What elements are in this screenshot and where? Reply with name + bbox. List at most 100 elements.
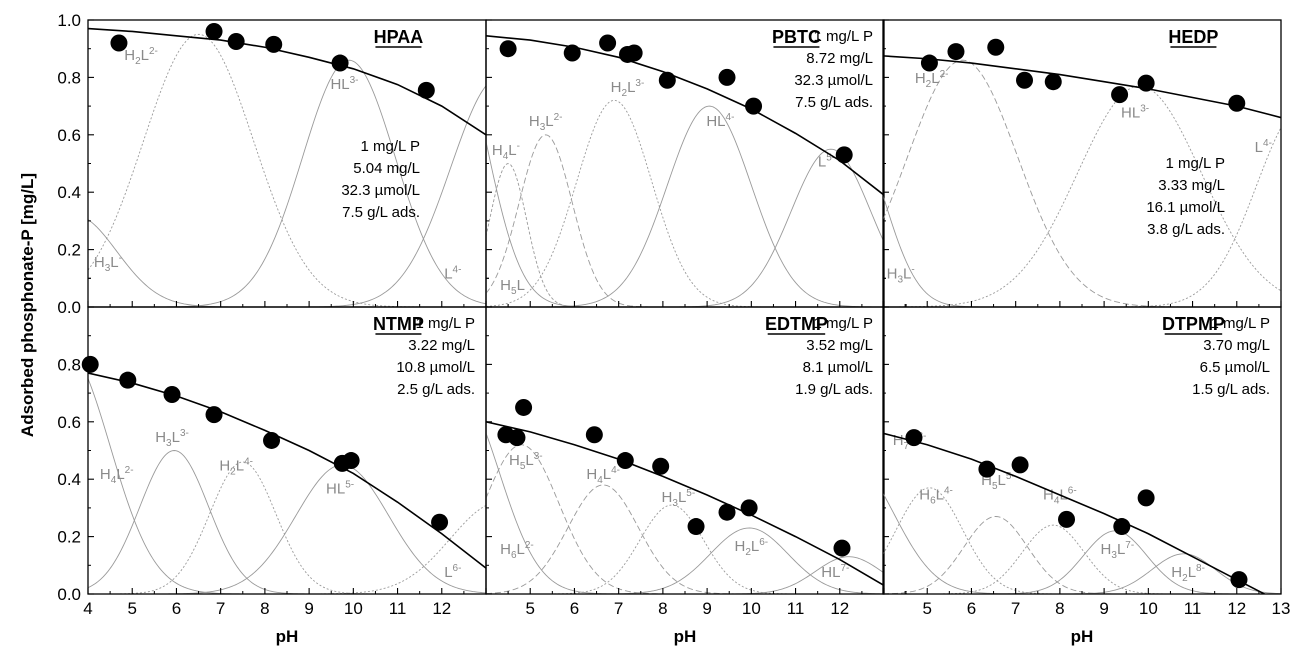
species-label-part: 4- — [244, 457, 253, 468]
species-label-part: H — [219, 458, 230, 475]
ntmp-x-tick-label: 9 — [304, 599, 313, 618]
hedp-fit-line — [883, 55, 1281, 119]
hedp-species-label-3: L4- — [1255, 138, 1272, 156]
edtmp-panel-title: EDTMP — [765, 314, 828, 334]
hpaa-data-point — [331, 54, 349, 72]
pbtc-data-point — [625, 44, 643, 62]
species-label-part: 2- — [554, 112, 563, 123]
species-label-part: L — [931, 70, 939, 87]
dtpmp-species-curve-4 — [883, 530, 1281, 594]
species-label-part: H — [1171, 564, 1182, 581]
species-label-part: H — [887, 265, 898, 282]
ntmp-y-tick-label: 0.6 — [57, 413, 81, 432]
edtmp-info-line-3: 1.9 g/L ads. — [795, 381, 873, 398]
species-label-part: L — [1188, 564, 1196, 581]
species-label-part: 4- — [611, 465, 620, 476]
species-label-part: 7- — [840, 563, 849, 574]
hpaa-species-label-0: H3L- — [94, 253, 122, 274]
edtmp-data-point — [515, 398, 533, 416]
hpaa-species-label-1: H2L2- — [124, 46, 158, 67]
ntmp-x-tick-label: 8 — [260, 599, 269, 618]
edtmp-species-curve-1 — [486, 444, 884, 594]
species-label-part: 3 — [105, 263, 111, 274]
species-label-part: L — [517, 541, 525, 558]
ntmp-x-tick-label: 12 — [432, 599, 451, 618]
species-label-part: 3 — [540, 122, 546, 133]
hpaa-data-point — [227, 33, 245, 51]
hpaa-data-point — [205, 22, 223, 40]
dtpmp-species-curve-5 — [883, 553, 1281, 594]
species-label-part: L — [444, 265, 452, 282]
ntmp-species-label-3: HL5- — [326, 480, 354, 498]
pbtc-info-line-1: 8.72 mg/L — [806, 50, 873, 67]
species-label-part: L — [1059, 486, 1067, 503]
pbtc-species-curve-4 — [486, 105, 884, 307]
species-label-part: 7- — [1125, 540, 1134, 551]
pbtc-data-point — [835, 146, 853, 164]
ntmp-x-axis-label: pH — [276, 627, 299, 646]
species-label-part: H — [1101, 541, 1112, 558]
species-label-part: 5- — [686, 488, 695, 499]
species-label-part: H — [94, 254, 105, 271]
species-label-part: H — [509, 452, 520, 469]
pbtc-species-label-0: H5L — [500, 277, 525, 297]
edtmp-species-label-1: H5L3- — [509, 451, 543, 472]
species-label-part: H — [155, 429, 166, 446]
dtpmp-x-tick-label: 11 — [1184, 599, 1202, 618]
species-label-part: H — [492, 142, 503, 159]
hedp-panel-title: HEDP — [1168, 27, 1218, 47]
species-label-part: 3- — [1140, 104, 1149, 115]
ntmp-species-label-1: H3L3- — [155, 428, 189, 449]
edtmp-info-line-1: 3.52 mg/L — [806, 337, 873, 354]
species-label-part: L — [525, 452, 533, 469]
ntmp-info-line-2: 10.8 µmol/L — [396, 359, 475, 376]
edtmp-species-label-3: H3L5- — [662, 488, 696, 509]
dtpmp-species-curve-0 — [883, 493, 1281, 594]
species-label-part: 3- — [534, 451, 543, 462]
species-label-part: H — [529, 113, 540, 130]
edtmp-data-point — [585, 426, 603, 444]
hpaa-species-curve-3 — [88, 85, 486, 307]
species-label-part: L — [110, 254, 118, 271]
species-label-part: L — [627, 79, 635, 96]
species-label-part: 6 — [511, 550, 517, 561]
edtmp-data-point — [652, 457, 670, 475]
species-label-part: L — [545, 113, 553, 130]
species-label-part: 5- — [1006, 471, 1015, 482]
hpaa-panel-title: HPAA — [374, 27, 424, 47]
edtmp-species-curve-4 — [486, 527, 884, 594]
edtmp-data-point — [508, 429, 526, 447]
ntmp-x-tick-label: 10 — [344, 599, 363, 618]
hedp-data-point — [1016, 71, 1034, 89]
dtpmp-x-tick-label: 7 — [1011, 599, 1020, 618]
hedp-species-label-2: HL3- — [1121, 104, 1149, 122]
edtmp-data-point — [687, 518, 705, 536]
edtmp-species-label-5: HL7- — [821, 563, 849, 581]
species-label-part: 2- — [125, 465, 134, 476]
edtmp-species-curve-0 — [486, 432, 884, 594]
species-label-part: 3- — [350, 75, 359, 86]
edtmp-data-point — [616, 452, 634, 470]
pbtc-species-curve-3 — [486, 99, 884, 307]
edtmp-x-tick-label: 6 — [570, 599, 579, 618]
edtmp-x-tick-label: 12 — [830, 599, 849, 618]
edtmp-x-tick-label: 8 — [658, 599, 667, 618]
dtpmp-species-label-4: H3L7- — [1101, 540, 1135, 561]
pbtc-species-label-3: H2L3- — [611, 78, 645, 99]
ntmp-x-tick-label: 4 — [83, 599, 92, 618]
pbtc-species-label-2: H3L2- — [529, 112, 563, 133]
species-label-part: H — [919, 486, 930, 503]
species-label-part: H — [735, 538, 746, 555]
species-label-part: L — [818, 153, 826, 170]
dtpmp-info-line-3: 1.5 g/L ads. — [1192, 381, 1270, 398]
ntmp-y-tick-label: 0.2 — [57, 528, 81, 547]
pbtc-data-point — [745, 97, 763, 115]
ntmp-data-point — [431, 513, 449, 531]
species-label-part: 5- — [826, 152, 835, 163]
hedp-data-point — [1044, 73, 1062, 91]
hedp-data-point — [920, 54, 938, 72]
hpaa-species-curve-0 — [88, 219, 486, 307]
pbtc-species-curve-0 — [486, 141, 884, 307]
